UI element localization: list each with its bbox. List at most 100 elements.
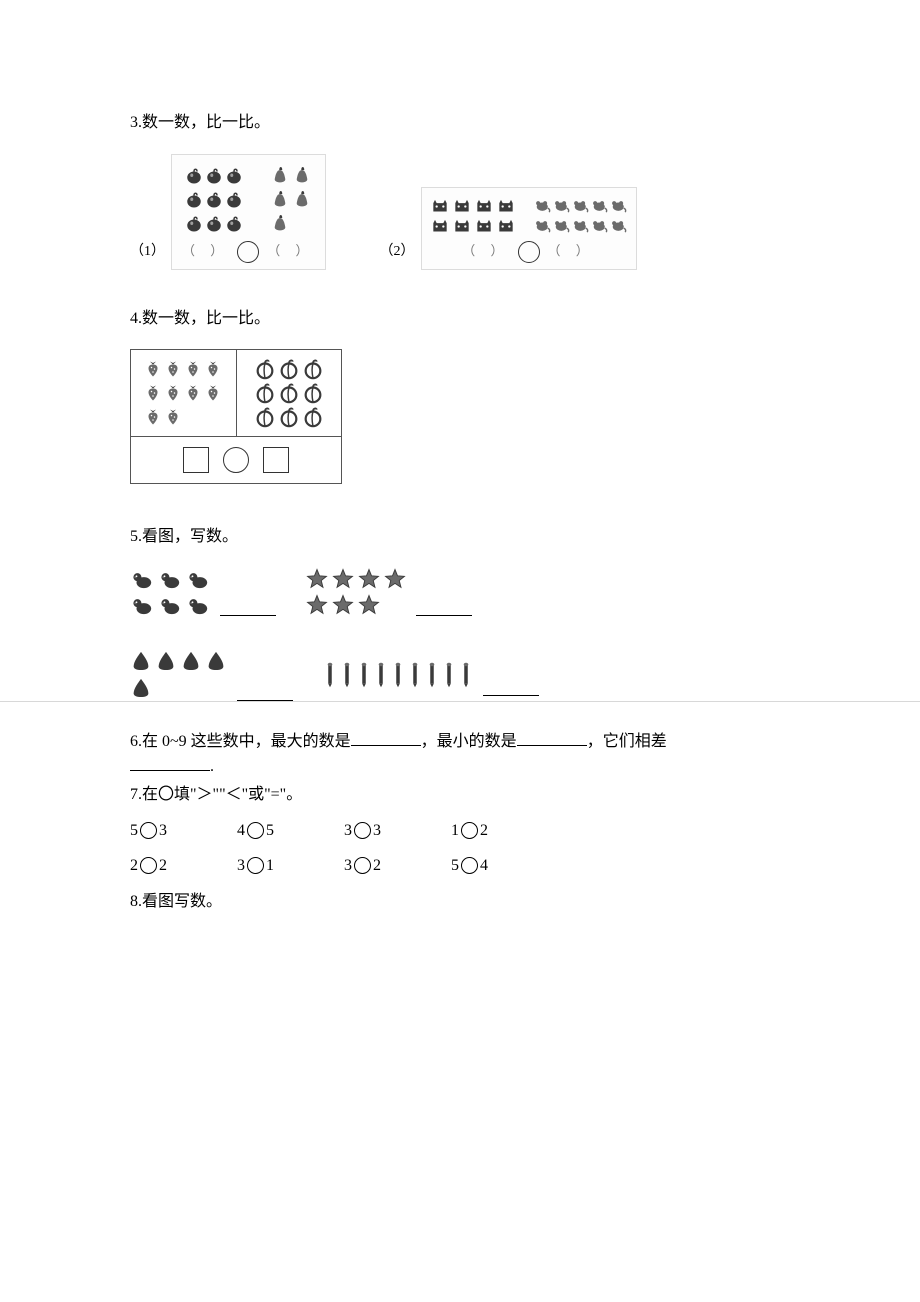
paren-slot[interactable]: （ ） <box>267 241 314 262</box>
apple-icon <box>225 213 243 235</box>
compare-circle-slot[interactable] <box>461 822 478 839</box>
strawberry-icon <box>204 358 222 380</box>
compare-circle-slot[interactable] <box>247 857 264 874</box>
strawberry-icon <box>164 358 182 380</box>
pear-icon <box>271 165 289 187</box>
pen-icon <box>357 654 371 696</box>
q5-item-2-grid <box>306 568 406 616</box>
chick-icon <box>158 568 182 590</box>
paren-slot[interactable]: （ ） <box>548 241 595 262</box>
compare-left: 2 <box>130 853 138 879</box>
mouse-icon <box>591 218 609 235</box>
star-icon <box>358 594 380 616</box>
q4-box <box>130 349 342 484</box>
q5-item-3-grid <box>130 650 227 701</box>
compare-circle-slot[interactable] <box>237 241 259 263</box>
strawberry-icon <box>204 382 222 404</box>
star-icon <box>332 594 354 616</box>
compare-cell: 3 1 <box>237 853 274 879</box>
mouse-icon <box>534 198 552 215</box>
peach-icon <box>254 382 276 404</box>
answer-blank[interactable] <box>130 756 210 771</box>
q6-text: 6.在 0~9 这些数中，最大的数是 <box>130 733 351 750</box>
compare-circle-slot[interactable] <box>461 857 478 874</box>
answer-blank[interactable] <box>416 601 472 616</box>
drop-icon <box>130 677 152 701</box>
compare-circle-slot[interactable] <box>354 822 371 839</box>
answer-blank[interactable] <box>237 686 293 701</box>
paren-slot[interactable]: （ ） <box>462 241 509 262</box>
chick-icon <box>130 594 154 616</box>
q6-text: . <box>210 758 214 775</box>
compare-circle-slot[interactable] <box>354 857 371 874</box>
q3-sub1-label: （1） <box>130 241 165 269</box>
q5-item-4-grid <box>323 654 473 696</box>
mouse-icon <box>610 198 628 215</box>
pen-icon <box>323 654 337 696</box>
square-slot[interactable] <box>263 447 289 473</box>
mouse-icon <box>572 218 590 235</box>
q3-fig2-right-grid <box>534 198 628 235</box>
compare-left: 3 <box>344 853 352 879</box>
chick-icon <box>186 568 210 590</box>
pear-icon <box>271 213 289 235</box>
pear-icon <box>293 165 311 187</box>
q3-panel-1: （ ） （ ） <box>171 154 326 270</box>
answer-blank[interactable] <box>220 601 276 616</box>
apple-icon <box>205 213 223 235</box>
chick-icon <box>158 594 182 616</box>
pen-icon <box>374 654 388 696</box>
star-icon <box>358 568 380 590</box>
q5-title: 5.看图，写数。 <box>130 524 790 550</box>
q3-sub2-label: （2） <box>380 241 415 269</box>
strawberry-icon <box>164 382 182 404</box>
peach-icon <box>278 406 300 428</box>
compare-left: 1 <box>451 818 459 844</box>
cat-icon <box>430 198 450 215</box>
pear-icon <box>271 189 289 211</box>
drop-icon <box>130 650 152 674</box>
drop-icon <box>155 650 177 674</box>
compare-circle-slot[interactable] <box>518 241 540 263</box>
compare-cell: 4 5 <box>237 818 274 844</box>
mouse-icon <box>610 218 628 235</box>
star-icon <box>332 568 354 590</box>
page-rule <box>0 701 920 702</box>
square-slot[interactable] <box>183 447 209 473</box>
pen-icon <box>391 654 405 696</box>
compare-left: 5 <box>451 853 459 879</box>
strawberry-icon <box>144 406 162 428</box>
compare-circle-slot[interactable] <box>223 447 249 473</box>
q4-right-grid <box>254 358 324 428</box>
drop-icon <box>205 650 227 674</box>
strawberry-icon <box>184 358 202 380</box>
cat-icon <box>430 218 450 235</box>
compare-right: 5 <box>266 818 274 844</box>
compare-cell: 3 3 <box>344 818 381 844</box>
strawberry-icon <box>164 406 182 428</box>
answer-blank[interactable] <box>483 681 539 696</box>
q3-fig1-left-grid <box>185 165 243 235</box>
compare-circle-slot[interactable] <box>140 857 157 874</box>
pen-icon <box>459 654 473 696</box>
peach-icon <box>302 358 324 380</box>
peach-icon <box>278 382 300 404</box>
q3-fig1-right-grid <box>271 165 311 235</box>
compare-right: 3 <box>373 818 381 844</box>
cat-icon <box>474 198 494 215</box>
mouse-icon <box>572 198 590 215</box>
answer-blank[interactable] <box>351 731 421 746</box>
compare-cell: 3 2 <box>344 853 381 879</box>
answer-blank[interactable] <box>517 731 587 746</box>
cat-icon <box>474 218 494 235</box>
star-icon <box>306 594 328 616</box>
q7-rows: 5 3 4 5 3 3 1 2 2 2 3 1 3 2 5 <box>130 818 790 879</box>
compare-circle-slot[interactable] <box>247 822 264 839</box>
paren-slot[interactable]: （ ） <box>182 241 229 262</box>
compare-circle-slot[interactable] <box>140 822 157 839</box>
star-icon <box>306 568 328 590</box>
pen-icon <box>340 654 354 696</box>
chick-icon <box>186 594 210 616</box>
apple-icon <box>225 165 243 187</box>
peach-icon <box>254 358 276 380</box>
